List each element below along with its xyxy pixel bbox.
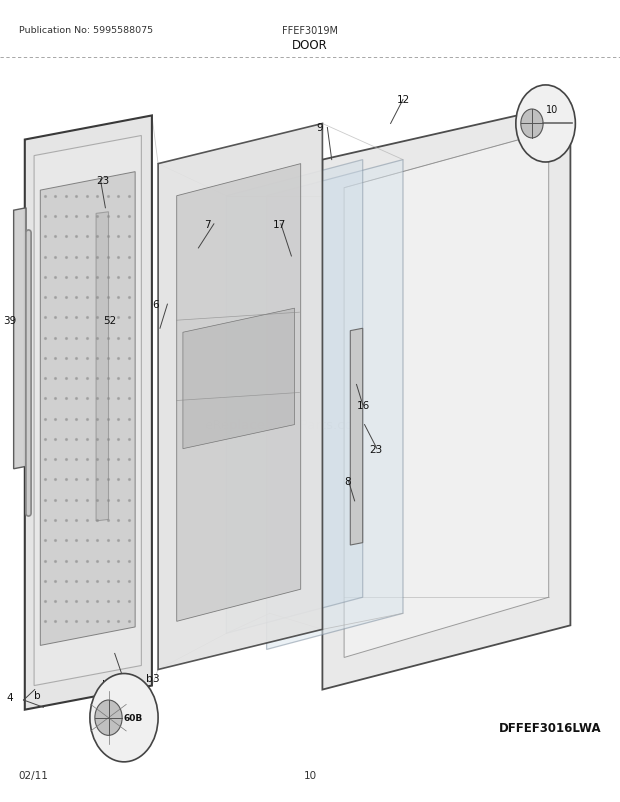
Polygon shape <box>14 209 26 469</box>
Polygon shape <box>322 104 570 690</box>
Polygon shape <box>158 124 322 670</box>
Polygon shape <box>226 160 363 634</box>
Text: b: b <box>102 679 109 689</box>
Text: Publication No: 5995588075: Publication No: 5995588075 <box>19 26 153 34</box>
Text: 7: 7 <box>205 220 211 229</box>
Text: FFEF3019M: FFEF3019M <box>282 26 338 35</box>
Text: 12: 12 <box>397 95 410 105</box>
Text: 52: 52 <box>104 316 117 326</box>
Text: 02/11: 02/11 <box>19 770 48 780</box>
Text: 3: 3 <box>152 674 159 683</box>
Text: 10: 10 <box>539 99 552 109</box>
Polygon shape <box>350 329 363 545</box>
Text: 4: 4 <box>6 692 13 702</box>
Text: 17: 17 <box>273 220 286 229</box>
Text: 10: 10 <box>546 105 558 115</box>
Text: 60B: 60B <box>123 713 143 723</box>
Text: 23: 23 <box>96 176 109 185</box>
Polygon shape <box>344 132 549 658</box>
Polygon shape <box>183 309 294 449</box>
Circle shape <box>516 86 575 163</box>
Text: 9: 9 <box>316 124 323 133</box>
Text: eReplacementParts.com: eReplacementParts.com <box>205 419 366 431</box>
Text: DFFEF3016LWA: DFFEF3016LWA <box>498 721 601 734</box>
Text: 10: 10 <box>303 770 317 780</box>
Text: 23: 23 <box>369 444 382 454</box>
Text: 39: 39 <box>3 316 16 326</box>
Text: 16: 16 <box>356 400 370 410</box>
Polygon shape <box>34 136 141 686</box>
Polygon shape <box>25 116 152 710</box>
Polygon shape <box>40 172 135 646</box>
Circle shape <box>90 674 158 762</box>
Text: b: b <box>146 673 153 683</box>
Polygon shape <box>177 164 301 622</box>
Circle shape <box>521 110 543 139</box>
Polygon shape <box>96 213 108 521</box>
Text: 6: 6 <box>152 300 159 310</box>
Circle shape <box>95 700 122 735</box>
Polygon shape <box>267 160 403 650</box>
Text: 8: 8 <box>344 476 351 486</box>
Text: DOOR: DOOR <box>292 38 328 51</box>
Text: b: b <box>34 691 41 700</box>
